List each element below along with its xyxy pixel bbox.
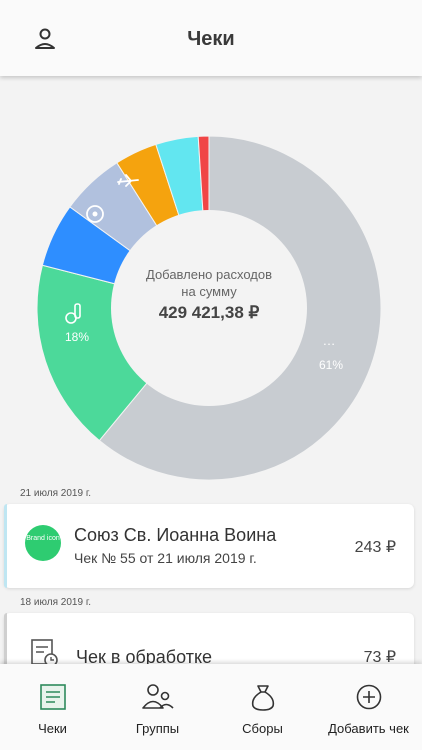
tab-label: Сборы [242, 721, 283, 736]
center-label-line2: на сумму [181, 284, 237, 299]
center-total: 429 421,38 ₽ [159, 303, 260, 322]
receipt-subtitle: Чек № 55 от 21 июля 2019 г. [74, 550, 257, 566]
tab-label: Добавить чек [328, 721, 409, 736]
date-heading: 18 июля 2019 г. [20, 597, 92, 608]
bottom-tab-bar: Чеки Группы Сборы Добавить чек [0, 664, 422, 750]
receipt-name: Союз Св. Иоанна Воина [74, 525, 277, 545]
tab-add-receipt[interactable]: Добавить чек [315, 664, 422, 750]
apple-bottle-icon [65, 303, 81, 324]
soccer-ball-icon [86, 205, 104, 223]
tab-groups[interactable]: Группы [105, 664, 210, 750]
airplane-icon [117, 174, 139, 187]
tab-label: Группы [135, 721, 180, 736]
brand-icon: Brand icon [25, 525, 61, 561]
center-label-line1: Добавлено расходов [146, 267, 272, 282]
receipt-name: Чек в обработке [76, 647, 213, 667]
date-heading: 21 июля 2019 г. [20, 488, 92, 499]
app-header: Чеки [0, 0, 422, 76]
group-icon [141, 684, 174, 709]
ellipsis-icon: … [323, 333, 336, 348]
receipt-amount: 243 ₽ [354, 539, 396, 556]
slice-label-other: 61% [319, 358, 343, 372]
card-accent [4, 504, 7, 588]
tab-label: Чеки [38, 721, 67, 736]
receipt-amount: 73 ₽ [363, 649, 396, 666]
slice-label-food: 18% [65, 330, 89, 344]
receipt-card[interactable]: Brand icon Союз Св. Иоанна Воина Чек № 5… [4, 504, 414, 588]
receipt-icon [39, 684, 66, 710]
page-title: Чеки [187, 28, 235, 50]
donut-hole [111, 210, 307, 406]
tab-collections[interactable]: Сборы [210, 664, 315, 750]
money-bag-icon [251, 685, 274, 711]
card-accent [4, 613, 7, 697]
tab-receipts[interactable]: Чеки [0, 664, 105, 750]
plus-circle-icon [356, 684, 381, 710]
donut-svg: Добавлено расходов на сумму 429 421,38 ₽… [36, 135, 382, 481]
profile-icon[interactable] [30, 24, 60, 54]
expenses-donut-chart: Добавлено расходов на сумму 429 421,38 ₽… [0, 76, 422, 486]
